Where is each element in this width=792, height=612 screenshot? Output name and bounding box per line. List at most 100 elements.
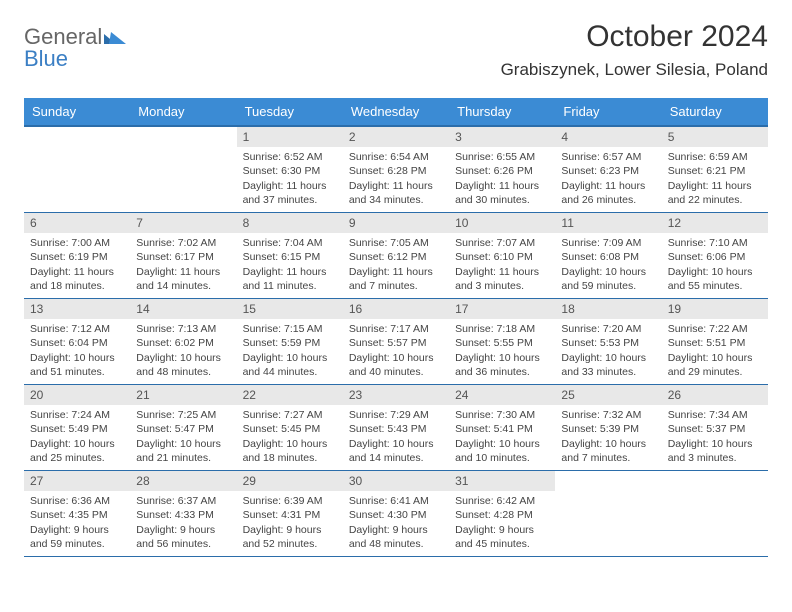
day-number: 25 <box>555 385 661 405</box>
day-line: Daylight: 10 hours and 51 minutes. <box>30 351 124 379</box>
calendar-day-cell: 25 Sunrise: 7:32 AMSunset: 5:39 PMDayligh… <box>555 385 661 471</box>
month-title: October 2024 <box>501 20 768 54</box>
day-line: Sunset: 6:06 PM <box>668 250 762 264</box>
day-number: 28 <box>130 471 236 491</box>
calendar-week-row: 6Sunrise: 7:00 AMSunset: 6:19 PMDaylight… <box>24 213 768 299</box>
day-number: 15 <box>237 299 343 319</box>
day-content: Sunrise: 6:41 AMSunset: 4:30 PMDaylight:… <box>343 491 449 555</box>
day-line: Daylight: 10 hours and 25 minutes. <box>30 437 124 465</box>
day-number <box>24 127 130 147</box>
logo: GeneralBlue <box>24 26 126 70</box>
calendar-day-cell: 16Sunrise: 7:17 AMSunset: 5:57 PMDayligh… <box>343 299 449 385</box>
day-line: Sunset: 6:19 PM <box>30 250 124 264</box>
day-line: Sunset: 6:17 PM <box>136 250 230 264</box>
day-line: Sunrise: 7:10 AM <box>668 236 762 250</box>
day-line: Daylight: 10 hours and 33 minutes. <box>561 351 655 379</box>
day-content: Sunrise: 7:25 AMSunset: 5:47 PMDaylight:… <box>130 405 236 469</box>
day-number: 20 <box>24 385 130 405</box>
day-content: Sunrise: 7:34 AMSunset: 5:37 PMDaylight:… <box>662 405 768 469</box>
calendar-day-cell: 14Sunrise: 7:13 AMSunset: 6:02 PMDayligh… <box>130 299 236 385</box>
calendar-day-cell: 19Sunrise: 7:22 AMSunset: 5:51 PMDayligh… <box>662 299 768 385</box>
day-line: Sunrise: 6:52 AM <box>243 150 337 164</box>
day-content: Sunrise: 7:02 AMSunset: 6:17 PMDaylight:… <box>130 233 236 297</box>
calendar-day-cell: 10Sunrise: 7:07 AMSunset: 6:10 PMDayligh… <box>449 213 555 299</box>
day-line: Sunrise: 6:57 AM <box>561 150 655 164</box>
day-line: Sunset: 6:28 PM <box>349 164 443 178</box>
day-line: Sunrise: 7:20 AM <box>561 322 655 336</box>
day-content <box>24 147 130 154</box>
day-line: Sunset: 6:15 PM <box>243 250 337 264</box>
day-line: Sunrise: 7:24 AM <box>30 408 124 422</box>
day-line: Daylight: 10 hours and 59 minutes. <box>561 265 655 293</box>
weekday-header: Sunday <box>24 98 130 126</box>
day-line: Sunset: 4:35 PM <box>30 508 124 522</box>
day-content: Sunrise: 7:12 AMSunset: 6:04 PMDaylight:… <box>24 319 130 383</box>
day-line: Sunrise: 7:25 AM <box>136 408 230 422</box>
day-line: Sunset: 6:10 PM <box>455 250 549 264</box>
day-line: Daylight: 10 hours and 44 minutes. <box>243 351 337 379</box>
calendar-body: 1Sunrise: 6:52 AMSunset: 6:30 PMDaylight… <box>24 126 768 557</box>
weekday-header: Monday <box>130 98 236 126</box>
day-line: Sunset: 5:53 PM <box>561 336 655 350</box>
day-line: Sunrise: 6:55 AM <box>455 150 549 164</box>
calendar-table: SundayMondayTuesdayWednesdayThursdayFrid… <box>24 98 768 557</box>
day-line: Sunrise: 6:37 AM <box>136 494 230 508</box>
day-line: Daylight: 11 hours and 3 minutes. <box>455 265 549 293</box>
day-line: Daylight: 9 hours and 59 minutes. <box>30 523 124 551</box>
day-line: Sunset: 5:37 PM <box>668 422 762 436</box>
day-content: Sunrise: 6:36 AMSunset: 4:35 PMDaylight:… <box>24 491 130 555</box>
day-number: 10 <box>449 213 555 233</box>
day-line: Daylight: 11 hours and 18 minutes. <box>30 265 124 293</box>
day-number: 16 <box>343 299 449 319</box>
day-content: Sunrise: 6:39 AMSunset: 4:31 PMDaylight:… <box>237 491 343 555</box>
day-line: Sunrise: 7:32 AM <box>561 408 655 422</box>
weekday-header: Wednesday <box>343 98 449 126</box>
day-line: Sunrise: 7:02 AM <box>136 236 230 250</box>
calendar-day-cell: 26Sunrise: 7:34 AMSunset: 5:37 PMDayligh… <box>662 385 768 471</box>
day-line: Daylight: 11 hours and 14 minutes. <box>136 265 230 293</box>
day-number: 2 <box>343 127 449 147</box>
day-line: Daylight: 10 hours and 36 minutes. <box>455 351 549 379</box>
day-line: Sunset: 5:39 PM <box>561 422 655 436</box>
calendar-week-row: 13Sunrise: 7:12 AMSunset: 6:04 PMDayligh… <box>24 299 768 385</box>
day-line: Sunset: 5:55 PM <box>455 336 549 350</box>
day-number: 11 <box>555 213 661 233</box>
weekday-header: Tuesday <box>237 98 343 126</box>
day-line: Sunset: 5:43 PM <box>349 422 443 436</box>
day-line: Sunrise: 6:42 AM <box>455 494 549 508</box>
day-line: Sunrise: 7:22 AM <box>668 322 762 336</box>
day-content: Sunrise: 7:29 AMSunset: 5:43 PMDaylight:… <box>343 405 449 469</box>
day-content: Sunrise: 7:00 AMSunset: 6:19 PMDaylight:… <box>24 233 130 297</box>
day-line: Daylight: 10 hours and 40 minutes. <box>349 351 443 379</box>
day-line: Daylight: 10 hours and 7 minutes. <box>561 437 655 465</box>
day-line: Sunset: 4:28 PM <box>455 508 549 522</box>
day-line: Daylight: 9 hours and 48 minutes. <box>349 523 443 551</box>
calendar-week-row: 27Sunrise: 6:36 AMSunset: 4:35 PMDayligh… <box>24 471 768 557</box>
day-line: Daylight: 10 hours and 10 minutes. <box>455 437 549 465</box>
calendar-day-cell: 13Sunrise: 7:12 AMSunset: 6:04 PMDayligh… <box>24 299 130 385</box>
calendar-day-cell: 3Sunrise: 6:55 AMSunset: 6:26 PMDaylight… <box>449 126 555 213</box>
day-content: Sunrise: 6:37 AMSunset: 4:33 PMDaylight:… <box>130 491 236 555</box>
calendar-day-cell: 7Sunrise: 7:02 AMSunset: 6:17 PMDaylight… <box>130 213 236 299</box>
day-content: Sunrise: 6:42 AMSunset: 4:28 PMDaylight:… <box>449 491 555 555</box>
calendar-day-cell: 28Sunrise: 6:37 AMSunset: 4:33 PMDayligh… <box>130 471 236 557</box>
day-number: 23 <box>343 385 449 405</box>
calendar-day-cell <box>662 471 768 557</box>
day-line: Sunrise: 7:05 AM <box>349 236 443 250</box>
day-line: Daylight: 11 hours and 34 minutes. <box>349 179 443 207</box>
day-content: Sunrise: 7:24 AMSunset: 5:49 PMDaylight:… <box>24 405 130 469</box>
calendar-day-cell: 1Sunrise: 6:52 AMSunset: 6:30 PMDaylight… <box>237 126 343 213</box>
day-line: Daylight: 11 hours and 22 minutes. <box>668 179 762 207</box>
day-number: 24 <box>449 385 555 405</box>
day-number: 22 <box>237 385 343 405</box>
day-number: 19 <box>662 299 768 319</box>
day-content: Sunrise: 7:20 AMSunset: 5:53 PMDaylight:… <box>555 319 661 383</box>
day-number: 17 <box>449 299 555 319</box>
calendar-week-row: 20Sunrise: 7:24 AMSunset: 5:49 PMDayligh… <box>24 385 768 471</box>
calendar-day-cell: 17Sunrise: 7:18 AMSunset: 5:55 PMDayligh… <box>449 299 555 385</box>
day-line: Sunset: 6:12 PM <box>349 250 443 264</box>
day-line: Daylight: 9 hours and 52 minutes. <box>243 523 337 551</box>
weekday-header-row: SundayMondayTuesdayWednesdayThursdayFrid… <box>24 98 768 126</box>
day-line: Daylight: 9 hours and 56 minutes. <box>136 523 230 551</box>
day-number: 29 <box>237 471 343 491</box>
